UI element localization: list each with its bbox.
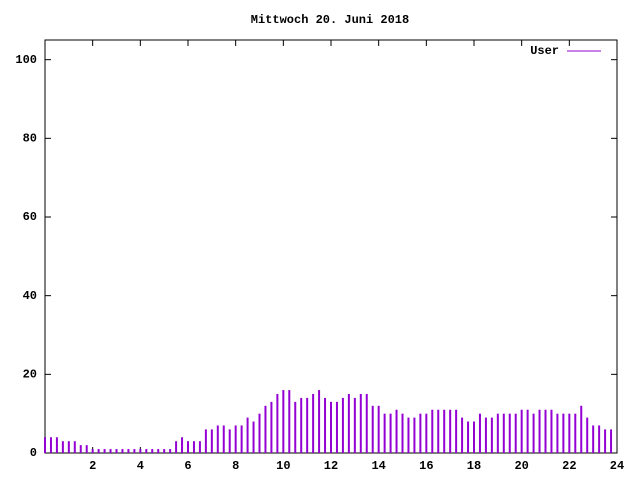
x-tick-label: 14: [371, 459, 385, 473]
chart-title: Mittwoch 20. Juni 2018: [251, 13, 409, 27]
y-tick-label: 40: [23, 289, 37, 303]
y-tick-label: 0: [30, 446, 37, 460]
x-tick-label: 4: [137, 459, 144, 473]
y-tick-label: 80: [23, 132, 37, 146]
x-tick-label: 24: [610, 459, 624, 473]
x-tick-label: 20: [514, 459, 528, 473]
x-tick-label: 18: [467, 459, 481, 473]
x-tick-label: 8: [232, 459, 239, 473]
x-tick-label: 16: [419, 459, 433, 473]
y-tick-label: 100: [15, 53, 37, 67]
legend-label: User: [530, 44, 559, 58]
y-tick-label: 60: [23, 210, 37, 224]
x-tick-label: 12: [324, 459, 338, 473]
y-tick-label: 20: [23, 368, 37, 382]
plot-frame: [44, 39, 618, 454]
x-tick-label: 2: [89, 459, 96, 473]
x-tick-label: 10: [276, 459, 290, 473]
x-tick-label: 6: [184, 459, 191, 473]
x-tick-label: 22: [562, 459, 576, 473]
